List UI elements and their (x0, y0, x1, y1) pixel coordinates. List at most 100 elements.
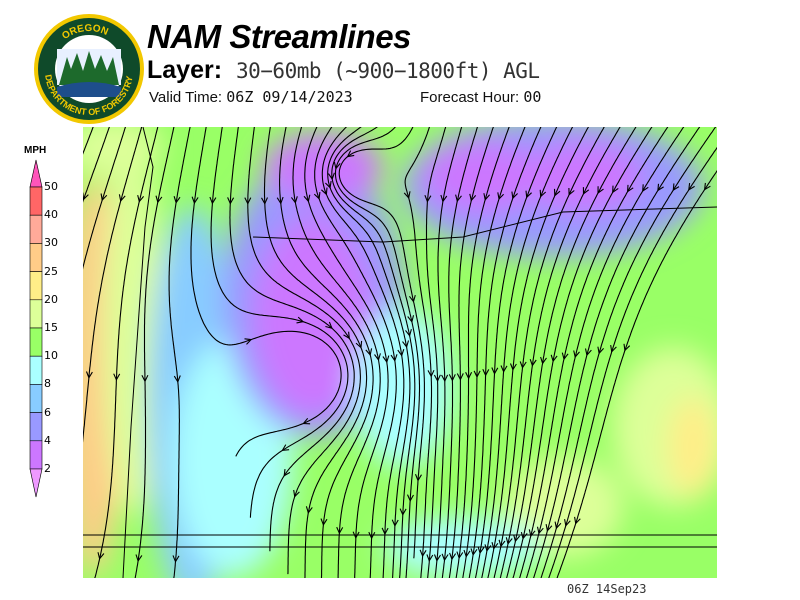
streamline-arrowhead (525, 190, 532, 199)
streamline-arrowhead (528, 529, 536, 538)
streamline-arrowhead (536, 526, 544, 535)
streamline (83, 127, 126, 270)
colorbar-label: 2 (44, 462, 51, 475)
streamline-arrowhead (553, 188, 561, 197)
forecast-hour: Forecast Hour: 00 (420, 88, 541, 106)
streamline (279, 127, 374, 578)
streamline-arrowhead (97, 552, 105, 560)
streamline-arrowhead (539, 189, 547, 198)
streamline-arrowhead (612, 185, 619, 194)
streamline-arrowhead (346, 150, 355, 158)
colorbar-segment (29, 186, 43, 216)
streamline-arrowhead (441, 553, 449, 562)
streamline (134, 127, 175, 578)
streamline-arrowhead (355, 340, 363, 349)
streamline (94, 127, 159, 578)
streamline-arrowhead (626, 184, 634, 193)
streamline (83, 127, 143, 443)
streamline-arrowhead (244, 197, 252, 205)
colorbar (29, 159, 43, 498)
streamline-arrowhead (313, 192, 321, 200)
streamline-arrowhead (141, 374, 149, 383)
streamline-arrowhead (688, 183, 695, 191)
streamline-arrowhead (414, 473, 422, 482)
streamline-arrowhead (584, 348, 592, 357)
colorbar-arrow-bottom (29, 468, 43, 498)
streamline-arrowhead (296, 316, 305, 324)
streamline-arrowhead (261, 197, 269, 205)
colorbar-label: 8 (44, 377, 51, 391)
streamline-arrowhead (642, 184, 649, 193)
colorbar-label: 20 (44, 292, 58, 306)
streamline-arrowhead (244, 338, 253, 345)
streamline-arrowhead (540, 356, 547, 365)
streamline-arrowhead (336, 526, 344, 535)
streamline-arrowhead (513, 534, 521, 543)
streamline-arrowhead (391, 519, 399, 528)
streamline-arrowhead (568, 187, 575, 196)
streamline-arrowhead (561, 352, 569, 361)
streamline (434, 127, 463, 578)
colorbar-arrow-top (29, 159, 43, 188)
streamline-arrowhead (554, 521, 562, 530)
streamline-arrowhead (381, 527, 389, 536)
streamline-arrowhead (483, 193, 491, 202)
streamline (540, 127, 717, 578)
streamline-arrowhead (672, 183, 680, 192)
streamline-arrowhead (582, 187, 590, 195)
streamline-arrowhead (155, 195, 163, 204)
streamline-arrowhead (477, 546, 485, 555)
streamline-arrowhead (433, 374, 441, 383)
valid-time: Valid Time: 06Z 09/14/2023 (149, 88, 353, 106)
layer-value: 30−60mb (~900−1800ft) AGL (236, 59, 540, 83)
streamline-arrowhead (302, 417, 311, 425)
streamline-arrowhead (343, 331, 350, 340)
streamline (83, 127, 94, 155)
streamline-arrowhead (305, 506, 313, 515)
streamline-arrowhead (491, 367, 499, 375)
streamline (404, 127, 433, 578)
streamline-arrowhead (408, 294, 416, 303)
streamlines (83, 127, 717, 578)
colorbar-label: 50 (44, 180, 58, 193)
colorbar-segment (29, 243, 43, 272)
streamline-arrowhead (574, 516, 581, 525)
chart-title: NAM Streamlines (147, 18, 411, 55)
colorbar-segment (29, 327, 43, 357)
streamline-arrowhead (455, 194, 462, 203)
forecast-hour-label: Forecast Hour: (420, 89, 520, 106)
colorbar-label: 40 (44, 208, 58, 222)
streamline-arrowhead (399, 508, 407, 516)
streamline-arrowhead (497, 192, 504, 201)
streamline-arrowhead (529, 359, 537, 367)
streamline-arrowhead (191, 196, 199, 205)
streamline-arrowhead (173, 196, 181, 204)
streamline-arrowhead (135, 554, 143, 563)
streamline (462, 127, 526, 578)
streamline (229, 127, 355, 552)
streamline (334, 127, 421, 578)
valid-time-label: Valid Time: (149, 89, 223, 106)
streamline-arrowhead (320, 518, 328, 527)
streamline-arrowhead (325, 321, 333, 330)
streamline-arrowhead (368, 531, 376, 540)
streamline (448, 127, 494, 578)
streamline-arrowhead (482, 368, 490, 377)
streamline (468, 127, 542, 578)
streamline-arrowhead (465, 372, 473, 380)
streamline-arrowhead (83, 192, 89, 201)
layer-label: Layer: (147, 56, 223, 84)
colorbar-segment (29, 355, 43, 385)
streamline (338, 127, 425, 559)
wind-speed-shading (83, 127, 717, 578)
streamline-arrowhead (327, 172, 335, 181)
streamline-arrowhead (469, 193, 477, 202)
colorbar-label: 6 (44, 405, 51, 419)
streamline-arrowhead (456, 373, 464, 381)
streamline-arrowhead (406, 494, 414, 503)
streamline-arrowhead (276, 196, 284, 205)
streamline (168, 127, 191, 578)
streamline (487, 127, 589, 578)
streamline-arrowhead (426, 554, 434, 562)
streamline-arrowhead (85, 371, 93, 380)
